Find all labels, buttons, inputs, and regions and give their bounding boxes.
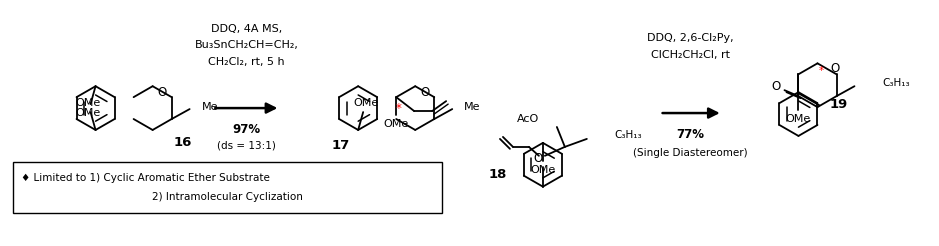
- Text: AcO: AcO: [516, 114, 539, 124]
- Text: 77%: 77%: [677, 128, 704, 141]
- Text: O: O: [830, 62, 839, 75]
- Text: (Single Diastereomer): (Single Diastereomer): [634, 148, 748, 158]
- Text: O: O: [772, 80, 781, 93]
- Text: ♦ Limited to 1) Cyclic Aromatic Ether Substrate: ♦ Limited to 1) Cyclic Aromatic Ether Su…: [21, 173, 269, 183]
- Text: (ds = 13:1): (ds = 13:1): [217, 141, 276, 151]
- Text: OMe: OMe: [786, 114, 811, 124]
- Text: OMe: OMe: [531, 165, 556, 175]
- Text: OMe: OMe: [353, 98, 378, 108]
- Text: CH₂Cl₂, rt, 5 h: CH₂Cl₂, rt, 5 h: [208, 57, 285, 67]
- Text: 18: 18: [489, 168, 507, 181]
- Text: O: O: [158, 86, 167, 99]
- Text: C₃H₁₃: C₃H₁₃: [615, 130, 642, 140]
- Text: Bu₃SnCH₂CH=CH₂,: Bu₃SnCH₂CH=CH₂,: [194, 40, 299, 50]
- Text: OMe: OMe: [384, 119, 408, 129]
- Text: O: O: [533, 152, 543, 165]
- Text: C₃H₁₃: C₃H₁₃: [883, 78, 910, 88]
- Text: ClCH₂CH₂Cl, rt: ClCH₂CH₂Cl, rt: [651, 50, 731, 60]
- Text: 16: 16: [174, 136, 192, 149]
- Text: DDQ, 4A MS,: DDQ, 4A MS,: [210, 24, 282, 33]
- Bar: [13, 162, 442, 214]
- Text: *: *: [819, 66, 824, 76]
- Text: 19: 19: [829, 98, 848, 111]
- Text: OMe: OMe: [75, 108, 100, 118]
- Text: Me: Me: [464, 102, 481, 112]
- Text: Me: Me: [202, 102, 218, 112]
- Text: *: *: [395, 102, 401, 115]
- Text: OMe: OMe: [75, 98, 100, 108]
- Text: 2) Intramolecular Cyclization: 2) Intramolecular Cyclization: [152, 192, 302, 201]
- Text: O: O: [420, 86, 429, 99]
- Text: 17: 17: [331, 139, 349, 152]
- Text: DDQ, 2,6-Cl₂Py,: DDQ, 2,6-Cl₂Py,: [647, 33, 734, 44]
- Text: 97%: 97%: [232, 123, 260, 137]
